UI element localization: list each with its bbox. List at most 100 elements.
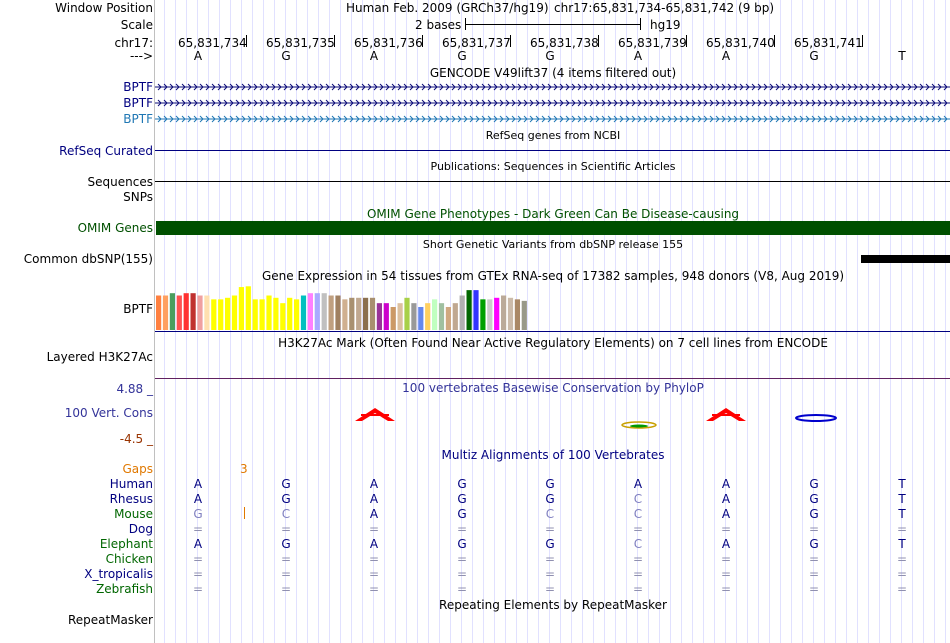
strand-arrow [361,83,366,91]
gencode-gene-label-2[interactable]: BPTF [123,96,153,110]
dbsnp-track-title[interactable]: Short Genetic Variants from dbSNP releas… [422,238,684,251]
gtex-tissue-bar [404,297,410,330]
strand-arrow [181,83,186,91]
strand-arrow [505,115,510,123]
reference-base: G [809,49,819,63]
strand-arrow [841,99,846,107]
strand-arrow [673,99,678,107]
coordinate-label: 65,831,735 [266,36,335,50]
species-label[interactable]: Chicken [105,552,153,566]
species-label[interactable]: Zebrafish [96,582,153,596]
strand-arrow [877,115,882,123]
species-label[interactable]: Human [109,477,153,491]
multiz-track-title[interactable]: Multiz Alignments of 100 Vertebrates [441,448,665,462]
species-label[interactable]: Elephant [99,537,153,551]
cons-logos[interactable] [155,400,950,440]
strand-arrow [733,83,738,91]
strand-arrow [367,99,372,107]
strand-arrow [529,83,534,91]
gaps-label[interactable]: Gaps [122,462,153,476]
strand-arrow [895,83,900,91]
strand-arrow [223,99,228,107]
species-label[interactable]: X_tropicalis [84,567,153,581]
strand-arrow [697,99,702,107]
strand-arrow [667,83,672,91]
gtex-label[interactable]: BPTF [123,302,153,316]
species-label[interactable]: Rhesus [109,492,153,506]
strand-arrow [841,83,846,91]
strand-arrow [487,99,492,107]
gencode-transcripts[interactable] [155,80,950,128]
scale-db: hg19 [650,18,681,32]
h3k27ac-track-title[interactable]: H3K27Ac Mark (Often Found Near Active Re… [278,336,828,350]
strand-label: ---> [129,49,153,63]
gencode-track-title[interactable]: GENCODE V49lift37 (4 items filtered out) [429,66,677,80]
refseq-gene-line[interactable] [155,150,950,151]
strand-arrow [775,115,780,123]
strand-arrow [595,83,600,91]
refseq-label[interactable]: RefSeq Curated [59,144,153,158]
gencode-gene-label-1[interactable]: BPTF [123,80,153,94]
cons-label[interactable]: 100 Vert. Cons [64,406,153,420]
grid-line [802,0,803,643]
strand-arrow [487,83,492,91]
alignment-base: G [545,477,555,491]
strand-arrow [493,83,498,91]
gtex-expression-bars[interactable] [155,283,555,331]
cons-track-title[interactable]: 100 vertebrates Basewise Conservation by… [402,381,704,395]
gtex-tissue-bar [425,303,431,330]
strand-arrow [493,99,498,107]
omim-gene-bar[interactable] [156,221,950,235]
grid-line [626,0,627,643]
strand-arrow [301,99,306,107]
strand-arrow [697,83,702,91]
repeatmasker-track-title[interactable]: Repeating Elements by RepeatMasker [439,598,667,612]
strand-arrow [331,115,336,123]
pubs-track-title[interactable]: Publications: Sequences in Scientific Ar… [430,160,676,173]
omim-label[interactable]: OMIM Genes [77,221,153,235]
coordinate-label: 65,831,739 [618,36,687,50]
strand-arrow [451,83,456,91]
scale-text: 2 bases [415,18,462,32]
strand-arrow [379,83,384,91]
gtex-tissue-bar [259,299,265,330]
pubs-label[interactable]: Sequences [87,175,153,189]
strand-arrow [847,99,852,107]
strand-arrow [187,99,192,107]
repeatmasker-label[interactable]: RepeatMasker [67,613,153,627]
strand-arrow [859,83,864,91]
dbsnp-variant-bar[interactable] [861,255,950,263]
refseq-track-title[interactable]: RefSeq genes from NCBI [485,129,621,142]
label-divider [154,0,155,643]
strand-arrow [595,99,600,107]
strand-arrow [793,83,798,91]
strand-arrow [229,99,234,107]
gencode-gene-label-3[interactable]: BPTF [123,112,153,126]
strand-arrow [787,83,792,91]
strand-arrow [169,83,174,91]
pubs-line[interactable] [155,181,950,182]
strand-arrow [205,115,210,123]
dbsnp-label[interactable]: Common dbSNP(155) [23,252,153,266]
alignment-base: = [632,552,644,566]
alignment-base: T [898,477,906,491]
strand-arrow [517,115,522,123]
grid-line [560,0,561,643]
h3k27ac-label[interactable]: Layered H3K27Ac [46,350,153,364]
gtex-tissue-bar [162,295,169,330]
strand-arrow [871,99,876,107]
coordinate-tick [334,35,335,47]
omim-track-title[interactable]: OMIM Gene Phenotypes - Dark Green Can Be… [366,207,740,221]
strand-arrow [265,83,270,91]
strand-arrow [583,83,588,91]
strand-arrow [427,115,432,123]
grid-line [571,0,572,643]
species-label[interactable]: Dog [128,522,153,536]
alignment-base: A [193,477,203,491]
strand-arrow [619,83,624,91]
snps-label[interactable]: SNPs [123,190,153,204]
strand-arrow [217,115,222,123]
gtex-track-title[interactable]: Gene Expression in 54 tissues from GTEx … [261,269,845,283]
species-label[interactable]: Mouse [114,507,153,521]
strand-arrow [181,99,186,107]
